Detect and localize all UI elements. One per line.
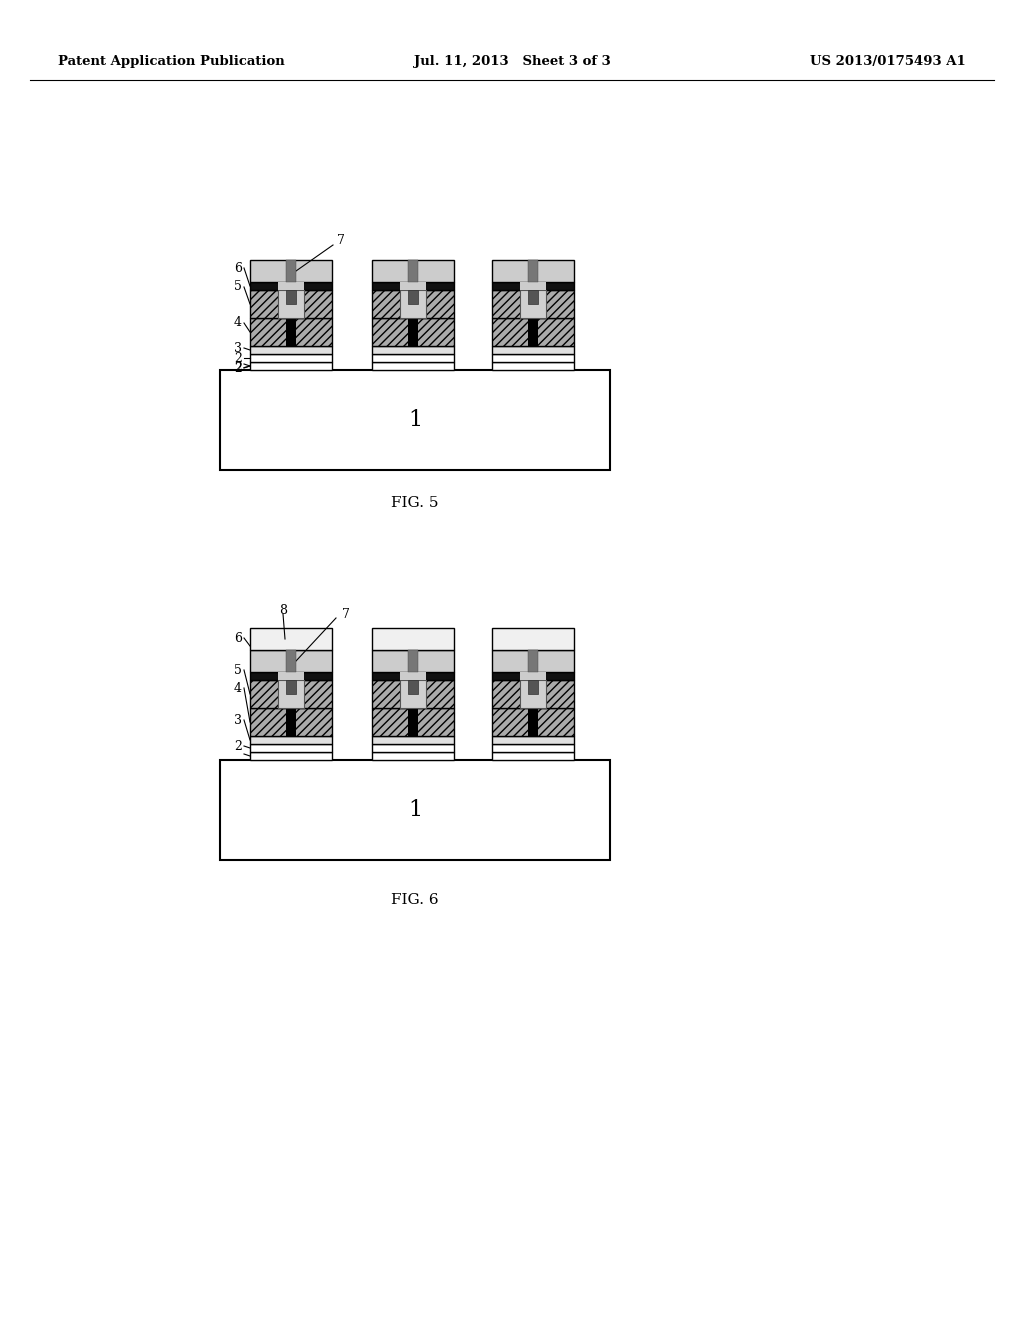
Bar <box>408 680 418 694</box>
Bar <box>492 672 574 680</box>
Text: FIG. 5: FIG. 5 <box>391 496 438 510</box>
Bar <box>520 290 546 318</box>
Text: 3: 3 <box>234 714 242 726</box>
Bar <box>372 628 454 649</box>
Bar <box>492 260 574 282</box>
Bar <box>250 362 332 370</box>
Text: 1: 1 <box>408 409 422 432</box>
Bar <box>400 672 426 680</box>
Bar <box>250 290 332 318</box>
Bar <box>400 282 426 290</box>
Bar <box>250 282 332 290</box>
Bar <box>286 260 296 282</box>
Bar <box>278 282 304 290</box>
Text: 2: 2 <box>234 362 242 374</box>
Bar <box>286 649 296 672</box>
Bar <box>408 260 418 282</box>
Bar <box>250 708 332 737</box>
Bar <box>408 290 418 304</box>
Bar <box>528 708 538 737</box>
Bar <box>492 744 574 752</box>
Bar <box>492 737 574 744</box>
Bar <box>286 708 296 737</box>
Bar <box>372 744 454 752</box>
Text: Patent Application Publication: Patent Application Publication <box>58 55 285 69</box>
Text: 4: 4 <box>234 681 242 694</box>
Bar <box>492 628 574 649</box>
Bar <box>250 680 332 708</box>
Bar <box>372 290 454 318</box>
Bar <box>372 680 454 708</box>
Bar <box>372 260 454 282</box>
Bar <box>286 680 296 694</box>
Bar <box>492 290 574 318</box>
Bar <box>492 752 574 760</box>
Text: 2: 2 <box>234 739 242 752</box>
Bar <box>492 282 574 290</box>
Bar <box>220 760 610 861</box>
Bar <box>250 744 332 752</box>
Text: 6: 6 <box>234 261 242 275</box>
Bar <box>372 346 454 354</box>
Bar <box>372 318 454 346</box>
Text: 2: 2 <box>234 351 242 364</box>
Bar <box>408 649 418 672</box>
Bar <box>250 752 332 760</box>
Bar <box>286 290 296 304</box>
Bar <box>492 318 574 346</box>
Bar <box>372 354 454 362</box>
Bar <box>250 346 332 354</box>
Bar <box>400 290 426 318</box>
Text: 2: 2 <box>234 362 242 375</box>
Bar <box>408 318 418 346</box>
Text: 5: 5 <box>234 664 242 676</box>
Bar <box>520 680 546 708</box>
Bar <box>372 649 454 672</box>
Bar <box>372 752 454 760</box>
Text: 3: 3 <box>234 342 242 355</box>
Bar <box>250 628 332 649</box>
Bar <box>528 290 538 304</box>
Bar <box>220 370 610 470</box>
Bar <box>408 708 418 737</box>
Bar <box>492 346 574 354</box>
Text: 7: 7 <box>337 234 345 247</box>
Text: 4: 4 <box>234 317 242 330</box>
Bar <box>492 680 574 708</box>
Bar <box>372 362 454 370</box>
Text: 8: 8 <box>279 603 287 616</box>
Text: US 2013/0175493 A1: US 2013/0175493 A1 <box>810 55 966 69</box>
Bar <box>400 680 426 708</box>
Bar <box>372 737 454 744</box>
Bar <box>372 708 454 737</box>
Bar <box>492 362 574 370</box>
Bar <box>250 354 332 362</box>
Text: 6: 6 <box>234 631 242 644</box>
Bar <box>528 260 538 282</box>
Bar <box>286 318 296 346</box>
Bar <box>372 672 454 680</box>
Text: 5: 5 <box>234 281 242 293</box>
Text: FIG. 6: FIG. 6 <box>391 894 439 907</box>
Bar <box>528 649 538 672</box>
Bar <box>520 282 546 290</box>
Bar <box>528 680 538 694</box>
Bar <box>278 290 304 318</box>
Bar <box>372 282 454 290</box>
Text: 7: 7 <box>342 607 350 620</box>
Bar <box>250 260 332 282</box>
Bar <box>492 649 574 672</box>
Bar <box>492 708 574 737</box>
Bar <box>520 672 546 680</box>
Bar <box>250 737 332 744</box>
Bar <box>278 672 304 680</box>
Text: Jul. 11, 2013   Sheet 3 of 3: Jul. 11, 2013 Sheet 3 of 3 <box>414 55 610 69</box>
Bar <box>528 318 538 346</box>
Bar <box>250 672 332 680</box>
Bar <box>250 318 332 346</box>
Bar <box>492 354 574 362</box>
Text: 1: 1 <box>408 799 422 821</box>
Bar <box>250 649 332 672</box>
Bar <box>278 680 304 708</box>
